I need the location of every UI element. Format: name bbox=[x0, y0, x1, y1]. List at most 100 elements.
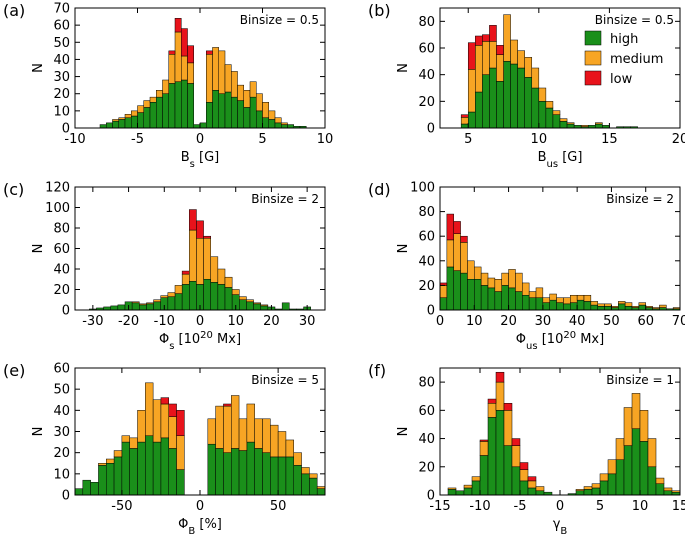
histogram-bar bbox=[224, 91, 232, 129]
histogram-bar bbox=[638, 302, 646, 306]
histogram-bar bbox=[576, 299, 585, 311]
histogram-bar bbox=[487, 277, 496, 289]
histogram-bar bbox=[503, 410, 513, 446]
legend-swatch bbox=[584, 50, 602, 66]
histogram-bar bbox=[174, 285, 183, 294]
histogram-bar bbox=[168, 403, 177, 417]
y-tick-label: 0 bbox=[62, 489, 70, 504]
histogram-bar bbox=[595, 123, 603, 129]
histogram-bar bbox=[210, 282, 219, 311]
histogram-bar bbox=[238, 450, 248, 496]
x-axis-label-part: [%] bbox=[195, 517, 222, 532]
histogram-bar bbox=[246, 301, 254, 311]
histogram-bar bbox=[597, 306, 605, 311]
histogram-bar bbox=[475, 91, 483, 129]
histogram-bar bbox=[487, 417, 497, 496]
histogram-bar bbox=[256, 93, 263, 112]
histogram-bar bbox=[597, 303, 605, 307]
histogram-bar bbox=[510, 39, 518, 65]
histogram-bar bbox=[591, 483, 601, 489]
histogram-bar bbox=[510, 63, 518, 129]
histogram-bar bbox=[566, 123, 575, 129]
histogram-bar bbox=[460, 235, 468, 243]
x-tick-label: 15 bbox=[672, 499, 685, 514]
y-tick-label: 20 bbox=[418, 460, 435, 475]
histogram-bar bbox=[639, 441, 649, 496]
x-axis-label-part: B bbox=[560, 526, 567, 535]
histogram-bar bbox=[631, 306, 640, 308]
histogram-bar bbox=[535, 490, 545, 496]
histogram-bar bbox=[460, 114, 469, 118]
histogram-bar bbox=[487, 287, 496, 311]
histogram-bar bbox=[495, 371, 505, 383]
histogram-bar bbox=[549, 299, 557, 311]
histogram-bar bbox=[467, 42, 476, 70]
histogram-bar bbox=[215, 448, 224, 496]
histogram-bar bbox=[611, 306, 619, 308]
histogram-bar bbox=[501, 272, 509, 286]
histogram-bar bbox=[631, 393, 641, 429]
histogram-bar bbox=[475, 45, 483, 93]
y-tick-label: 40 bbox=[418, 254, 435, 269]
histogram-bar bbox=[524, 77, 533, 129]
histogram-bar bbox=[153, 301, 161, 311]
histogram-bar bbox=[121, 441, 130, 496]
histogram-bar bbox=[453, 233, 461, 271]
histogram-bar bbox=[460, 272, 468, 311]
histogram-bar bbox=[268, 119, 276, 129]
legend-swatch bbox=[584, 30, 602, 46]
histogram-bar bbox=[583, 489, 593, 496]
histogram-bar bbox=[224, 276, 233, 288]
y-axis-label: N bbox=[31, 63, 46, 73]
histogram-bar bbox=[538, 87, 547, 102]
histogram-bar bbox=[260, 304, 269, 307]
histogram-bar bbox=[274, 122, 282, 129]
histogram-bar bbox=[672, 307, 681, 310]
histogram-bar bbox=[316, 486, 326, 489]
y-tick-label: 60 bbox=[53, 19, 70, 34]
histogram-bar bbox=[254, 418, 263, 449]
histogram-bar bbox=[583, 301, 592, 311]
histogram-bar bbox=[160, 295, 169, 298]
y-tick-label: 120 bbox=[45, 181, 70, 196]
histogram-bar bbox=[517, 50, 525, 69]
histogram-bar bbox=[181, 28, 188, 57]
histogram-bar bbox=[527, 480, 537, 489]
legend-swatch bbox=[584, 70, 602, 86]
histogram-bar bbox=[663, 490, 673, 496]
histogram-bar bbox=[160, 437, 169, 496]
histogram-bar bbox=[217, 268, 226, 285]
x-axis-label-part: [G] bbox=[195, 150, 219, 165]
histogram-bar bbox=[146, 302, 154, 305]
histogram-bar bbox=[160, 397, 169, 405]
histogram-bar bbox=[471, 476, 481, 482]
histogram-bar bbox=[187, 45, 194, 64]
histogram-bar bbox=[503, 445, 513, 496]
histogram-bar bbox=[281, 302, 290, 311]
histogram-bar bbox=[246, 403, 255, 443]
x-tick-label: -10 bbox=[469, 499, 490, 514]
histogram-bar bbox=[479, 439, 489, 442]
annotation: Binsize = 0.5 bbox=[595, 13, 674, 27]
histogram-bar bbox=[480, 272, 489, 286]
histogram-bar bbox=[508, 269, 516, 289]
histogram-bar bbox=[446, 239, 454, 268]
histogram-bar bbox=[270, 424, 279, 458]
plot-frame bbox=[439, 186, 681, 311]
histogram-bar bbox=[223, 405, 232, 453]
histogram-bar bbox=[224, 287, 233, 311]
panel-label: (b) bbox=[368, 1, 391, 20]
histogram-bar bbox=[301, 467, 310, 475]
histogram-bar bbox=[203, 235, 211, 239]
histogram-bar bbox=[218, 93, 226, 129]
x-tick-label: 5 bbox=[258, 132, 266, 147]
histogram-bar bbox=[309, 473, 318, 479]
histogram-bar bbox=[149, 102, 157, 129]
histogram-bar bbox=[652, 307, 660, 310]
panel: 0 10 20 30 40 50 60 70 -10 -5 0 5 10 (a) Binsize = 0.5… bbox=[3, 1, 333, 170]
histogram-bar bbox=[575, 490, 585, 496]
histogram-bar bbox=[139, 304, 147, 311]
x-axis-label: γB bbox=[553, 517, 568, 535]
